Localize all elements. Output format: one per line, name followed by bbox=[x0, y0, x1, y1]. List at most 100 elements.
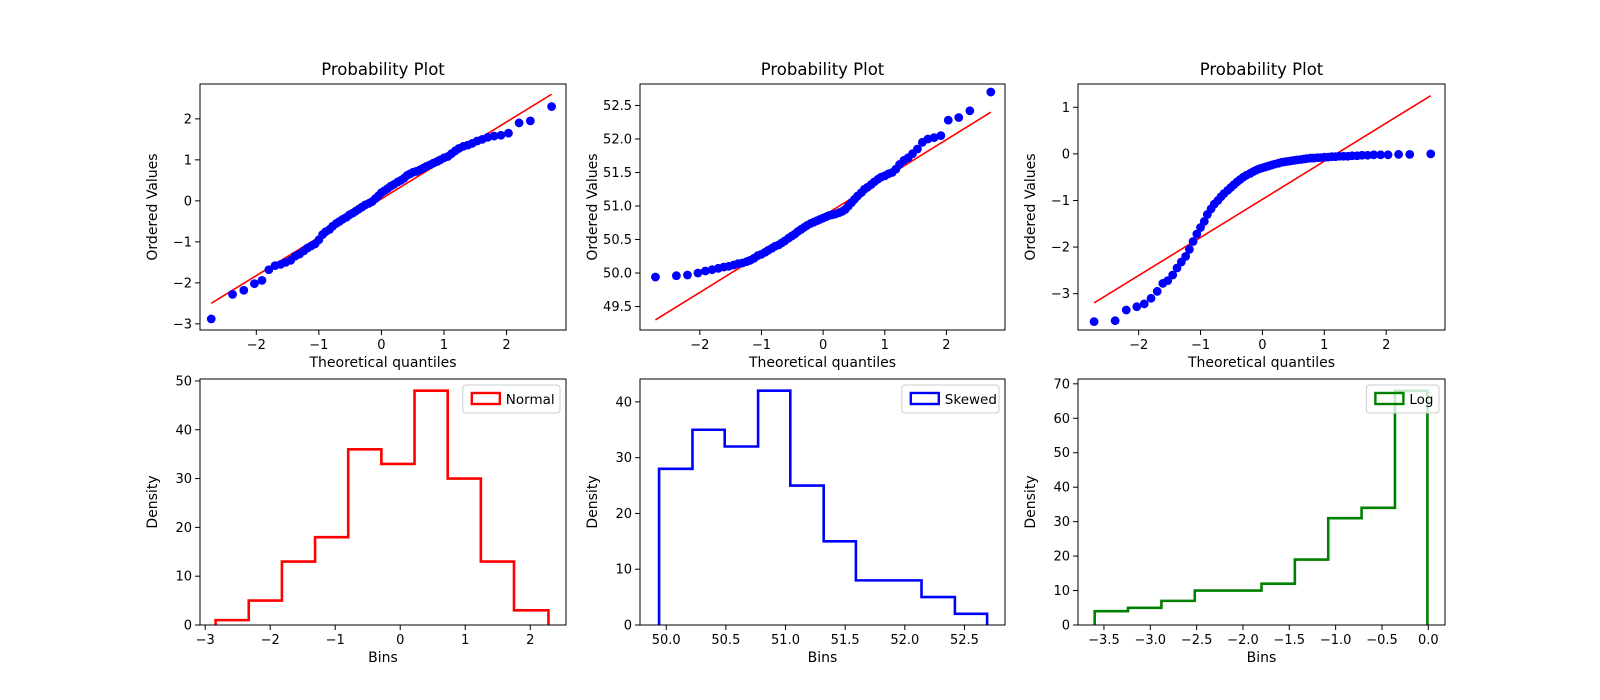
data-point bbox=[986, 87, 996, 97]
legend: Skewed bbox=[901, 384, 1000, 414]
data-point bbox=[1146, 293, 1156, 303]
x-tick-label: −2 bbox=[261, 633, 280, 648]
y-tick-label: 1 bbox=[184, 153, 192, 168]
data-point bbox=[683, 270, 692, 280]
data-point bbox=[913, 144, 922, 154]
x-tick-label: 0 bbox=[396, 633, 404, 648]
x-tick-label: 51.0 bbox=[771, 633, 800, 648]
y-tick-label: 20 bbox=[615, 507, 632, 522]
data-point bbox=[496, 130, 506, 140]
y-axis-label: Density bbox=[1023, 475, 1039, 528]
data-point bbox=[264, 265, 274, 275]
data-point bbox=[257, 275, 267, 285]
x-axis-label: Theoretical quantiles bbox=[308, 355, 456, 371]
y-tick-label: 20 bbox=[175, 521, 192, 536]
y-tick-label: 30 bbox=[1053, 515, 1070, 530]
data-point bbox=[228, 289, 237, 299]
data-point bbox=[965, 106, 975, 116]
data-point bbox=[1192, 229, 1202, 239]
subplot-5: 50.0 50.5 51.0 51.5 52.0 52.5 0 10 20 30 40 Bins Den… bbox=[585, 378, 1006, 666]
y-tick-label: 50 bbox=[1053, 446, 1070, 461]
chart-title: Probability Plot bbox=[321, 60, 445, 79]
y-tick-label: 40 bbox=[1053, 481, 1070, 496]
histogram-step bbox=[214, 389, 550, 625]
x-tick-label: 51.5 bbox=[831, 633, 860, 648]
subplot-2: −2 −1 0 1 2 49.5 50.0 50.5 51.0 51.5 52.0 52.5 Theor… bbox=[585, 60, 1006, 371]
data-point bbox=[206, 314, 216, 324]
x-tick-label: −2.5 bbox=[1181, 633, 1213, 648]
axes-frame bbox=[199, 378, 567, 626]
data-point bbox=[1132, 302, 1142, 312]
y-tick-label: −1 bbox=[173, 235, 192, 250]
axes-frame bbox=[199, 83, 567, 331]
x-tick-label: 0 bbox=[819, 338, 827, 353]
data-point bbox=[250, 279, 259, 289]
x-tick-label: 0 bbox=[377, 338, 385, 353]
data-point bbox=[1121, 305, 1131, 315]
data-point bbox=[1376, 150, 1386, 160]
data-point bbox=[1181, 251, 1191, 261]
y-tick-label: 30 bbox=[615, 451, 632, 466]
chart-title: Probability Plot bbox=[1200, 60, 1324, 79]
data-point bbox=[651, 272, 660, 282]
data-point bbox=[1139, 299, 1149, 309]
subplot-3: −2 −1 0 1 2 −3 −2 −1 0 1 Theoretical quantiles Orde… bbox=[1023, 60, 1446, 371]
data-point bbox=[1405, 149, 1415, 159]
data-point bbox=[700, 266, 710, 276]
data-point bbox=[1383, 150, 1393, 160]
y-tick-label: 50.0 bbox=[603, 267, 632, 282]
x-tick-label: 52.5 bbox=[950, 633, 979, 648]
x-axis-label: Theoretical quantiles bbox=[1187, 355, 1335, 371]
y-axis-label: Ordered Values bbox=[145, 153, 161, 260]
data-point bbox=[936, 131, 946, 141]
y-tick-label: 51.5 bbox=[603, 166, 632, 181]
fit-line bbox=[1093, 94, 1432, 304]
data-point bbox=[1188, 237, 1198, 246]
data-point bbox=[504, 128, 513, 138]
y-tick-label: 0 bbox=[1062, 619, 1070, 634]
data-point bbox=[1426, 149, 1436, 159]
data-point bbox=[1184, 244, 1194, 254]
x-tick-label: −3.0 bbox=[1134, 633, 1166, 648]
data-point bbox=[1199, 217, 1209, 226]
x-tick-label: 1 bbox=[881, 338, 889, 353]
y-tick-label: 30 bbox=[175, 472, 192, 487]
x-tick-label: −2 bbox=[690, 338, 709, 353]
y-tick-label: 0 bbox=[1062, 147, 1070, 162]
x-axis-label: Bins bbox=[368, 650, 398, 666]
y-axis-label: Ordered Values bbox=[1023, 153, 1039, 260]
y-tick-label: 0 bbox=[184, 619, 192, 634]
y-tick-label: 60 bbox=[1053, 412, 1070, 427]
histogram-step bbox=[657, 389, 989, 625]
x-tick-label: 50.5 bbox=[711, 633, 740, 648]
legend: Log bbox=[1365, 384, 1440, 414]
y-tick-label: 0 bbox=[624, 619, 632, 634]
y-tick-label: 10 bbox=[1053, 584, 1070, 599]
y-tick-label: 70 bbox=[1053, 377, 1070, 392]
legend-swatch bbox=[909, 391, 940, 406]
subplot-6: −3.5 −3.0 −2.5 −2.0 −1.5 −1.0 −0.5 0.0 0 10 20 30 40… bbox=[1023, 377, 1446, 666]
y-tick-label: 50.5 bbox=[603, 233, 632, 248]
x-tick-label: −1 bbox=[326, 633, 345, 648]
legend-label: Skewed bbox=[945, 392, 997, 408]
y-tick-label: −1 bbox=[1051, 194, 1070, 209]
y-tick-label: −3 bbox=[1051, 287, 1070, 302]
x-tick-label: 2 bbox=[942, 338, 950, 353]
y-tick-label: 51.0 bbox=[603, 199, 632, 214]
chart-title: Probability Plot bbox=[761, 60, 885, 79]
data-point bbox=[547, 102, 557, 111]
x-tick-label: −2 bbox=[1129, 338, 1148, 353]
x-tick-label: −3.5 bbox=[1088, 633, 1120, 648]
x-tick-label: −1 bbox=[309, 338, 328, 353]
y-tick-label: 10 bbox=[175, 570, 192, 585]
y-axis-label: Density bbox=[585, 475, 601, 528]
data-point bbox=[954, 113, 964, 122]
x-tick-label: 1 bbox=[461, 633, 469, 648]
y-tick-label: 49.5 bbox=[603, 300, 632, 315]
y-tick-label: 40 bbox=[615, 395, 632, 410]
data-point bbox=[525, 116, 535, 126]
x-axis-label: Theoretical quantiles bbox=[748, 355, 896, 371]
data-point bbox=[239, 285, 249, 295]
